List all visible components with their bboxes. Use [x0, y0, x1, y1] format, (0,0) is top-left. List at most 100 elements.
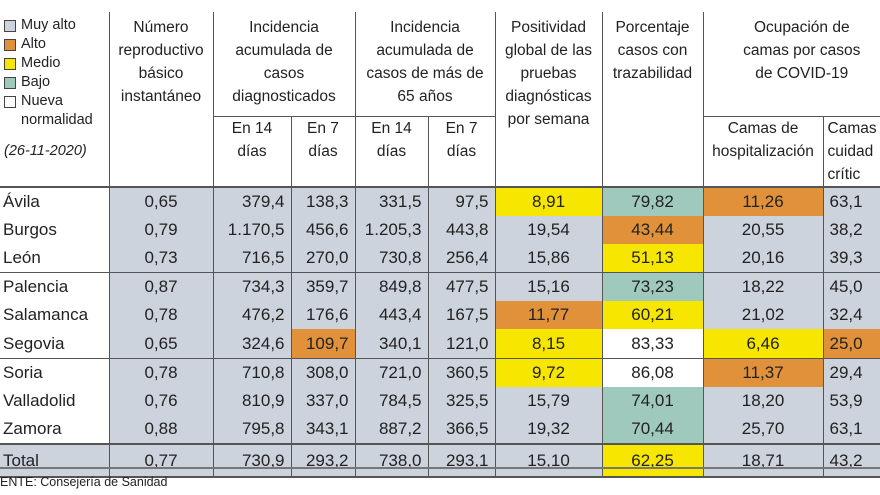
cell-r: 0,65 [108, 186, 213, 216]
legend-label: Muy alto [21, 17, 76, 33]
source-note: ENTE: Consejería de Sanidad [0, 475, 168, 489]
cell-ia-14: 730,9 [212, 443, 291, 479]
cell-uci: 29,4 [822, 357, 880, 387]
cell-hospitalizacion: 11,37 [702, 357, 824, 387]
cell-ia-7: 308,0 [290, 357, 355, 387]
cell-hospitalizacion: 18,22 [702, 272, 824, 302]
legend-label: Alto [21, 36, 46, 52]
cell-ia65-7: 167,5 [427, 301, 496, 330]
province-name: Salamanca [0, 301, 109, 330]
cell-uci: 53,9 [822, 386, 880, 415]
cell-ia65-14: 784,5 [354, 386, 428, 415]
cell-uci: 38,2 [822, 215, 880, 244]
cell-ia-14: 379,4 [212, 186, 291, 216]
cell-positividad: 15,79 [494, 386, 603, 415]
cell-ia65-7: 477,5 [427, 272, 496, 302]
table-row: Salamanca 0,78 476,2 176,6 443,4 167,5 11,77 60… [0, 301, 880, 330]
cell-uci: 25,0 [822, 329, 880, 359]
covid-indicators-table: Muy alto Alto Medio Bajo Nueva normalidad (2… [0, 12, 880, 479]
cell-hospitalizacion: 6,46 [702, 329, 824, 359]
cell-trazabilidad: 70,44 [601, 415, 704, 445]
cell-ia65-7: 325,5 [427, 386, 496, 415]
cell-trazabilidad: 43,44 [601, 215, 704, 244]
cell-ia-7: 293,2 [290, 443, 355, 479]
cell-ia-7: 359,7 [290, 272, 355, 302]
table-row: Palencia 0,87 734,3 359,7 849,8 477,5 15,16 73,… [0, 272, 880, 302]
header-ia-14: En 14 días [212, 115, 291, 187]
cell-uci: 45,0 [822, 272, 880, 302]
cell-trazabilidad: 83,33 [601, 329, 704, 359]
cell-ia-14: 324,6 [212, 329, 291, 359]
cell-ia-14: 810,9 [212, 386, 291, 415]
cell-trazabilidad: 51,13 [601, 243, 704, 273]
cell-ia-7: 337,0 [290, 386, 355, 415]
cell-hospitalizacion: 18,71 [702, 443, 824, 479]
legend-item: Nueva normalidad [4, 92, 109, 130]
cell-ia65-7: 121,0 [427, 329, 496, 359]
cell-positividad: 9,72 [494, 357, 603, 387]
cell-ia-14: 734,3 [212, 272, 291, 302]
cell-ia65-7: 443,8 [427, 215, 496, 244]
header-ia: Incidencia acumulada de casos diagnostic… [212, 12, 355, 116]
cell-r: 0,78 [108, 301, 213, 330]
cell-hospitalizacion: 21,02 [702, 301, 824, 330]
cell-ia65-7: 366,5 [427, 415, 496, 445]
cell-ia-7: 270,0 [290, 243, 355, 273]
table-row: Segovia 0,65 324,6 109,7 340,1 121,0 8,15 83,33… [0, 329, 880, 359]
cell-trazabilidad: 60,21 [601, 301, 704, 330]
cell-ia-7: 343,1 [290, 415, 355, 445]
province-name: Total [0, 443, 109, 479]
province-name: León [0, 243, 109, 273]
table-row: Burgos 0,79 1.170,5 456,6 1.205,3 443,8 19,54 4… [0, 215, 880, 244]
header-ocupacion: Ocupación de camas por casos de COVID-19 [702, 12, 880, 116]
province-name: Segovia [0, 329, 109, 359]
province-name: Zamora [0, 415, 109, 445]
legend-label: Medio [21, 55, 61, 71]
cell-ia65-14: 443,4 [354, 301, 428, 330]
legend-label: Nueva normalidad [21, 93, 93, 128]
cell-ia65-7: 293,1 [427, 443, 496, 479]
legend-swatch [4, 20, 16, 32]
cell-ia65-14: 331,5 [354, 186, 428, 216]
header-ia65-7: En 7 días [427, 115, 496, 187]
cell-r: 0,87 [108, 272, 213, 302]
cell-trazabilidad: 73,23 [601, 272, 704, 302]
header-uci: Camas cuidad crític [822, 115, 880, 187]
cell-trazabilidad: 74,01 [601, 386, 704, 415]
province-name: Soria [0, 357, 109, 387]
cell-uci: 63,1 [822, 415, 880, 445]
legend: Muy alto Alto Medio Bajo Nueva normalidad (2… [0, 12, 109, 187]
cell-ia-14: 476,2 [212, 301, 291, 330]
cell-r: 0,65 [108, 329, 213, 359]
header-hospitalizacion: Camas de hospitalización [702, 115, 824, 187]
legend-item: Medio [4, 54, 109, 73]
cell-hospitalizacion: 11,26 [702, 186, 824, 216]
legend-swatch [4, 77, 16, 89]
cell-positividad: 8,91 [494, 186, 603, 216]
cell-ia65-7: 256,4 [427, 243, 496, 273]
cell-positividad: 15,86 [494, 243, 603, 273]
legend-swatch [4, 39, 16, 51]
cell-ia65-7: 97,5 [427, 186, 496, 216]
table-row: Valladolid 0,76 810,9 337,0 784,5 325,5 15,79 7… [0, 386, 880, 415]
cell-uci: 43,2 [822, 443, 880, 479]
cell-ia-14: 716,5 [212, 243, 291, 273]
cell-r: 0,73 [108, 243, 213, 273]
header-positividad: Positividad global de las pruebas diagnó… [494, 12, 603, 187]
cell-ia-14: 1.170,5 [212, 215, 291, 244]
cell-positividad: 15,16 [494, 272, 603, 302]
cell-positividad: 19,32 [494, 415, 603, 445]
cell-ia65-7: 360,5 [427, 357, 496, 387]
table-row: León 0,73 716,5 270,0 730,8 256,4 15,86 51,13 20… [0, 243, 880, 273]
header-ia-7: En 7 días [290, 115, 355, 187]
cell-ia65-14: 730,8 [354, 243, 428, 273]
cell-ia65-14: 1.205,3 [354, 215, 428, 244]
cell-ia-7: 176,6 [290, 301, 355, 330]
cell-ia65-14: 738,0 [354, 443, 428, 479]
header-ia65-14: En 14 días [354, 115, 428, 187]
legend-label: Bajo [21, 74, 51, 90]
cell-r: 0,77 [108, 443, 213, 479]
cell-uci: 39,3 [822, 243, 880, 273]
cell-r: 0,88 [108, 415, 213, 445]
cell-hospitalizacion: 20,55 [702, 215, 824, 244]
